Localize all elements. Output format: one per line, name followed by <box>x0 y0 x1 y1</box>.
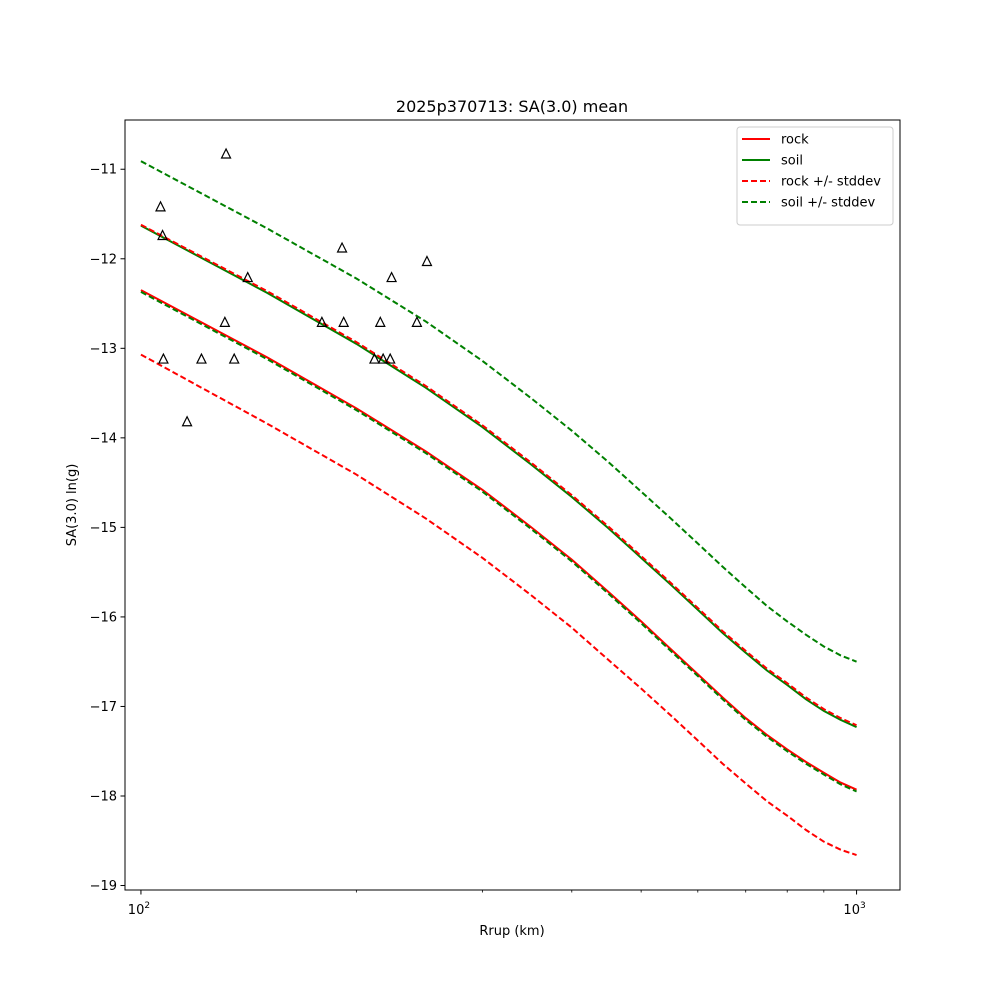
legend: rock soil rock +/- stddev soil +/- stddev <box>736 126 894 226</box>
observation-point <box>374 316 386 327</box>
observation-point <box>336 241 348 253</box>
chart-title: 2025p370713: SA(3.0) mean <box>396 97 628 116</box>
series-line-soil-plus <box>140 160 857 663</box>
observation-point <box>421 255 433 267</box>
series-line-rock-plus <box>140 223 857 727</box>
y-tick-label: −13 <box>90 342 117 357</box>
plot-area <box>125 120 900 890</box>
observation-point <box>195 352 207 364</box>
observation-point <box>411 316 423 327</box>
series-line-soil-mean <box>140 224 857 728</box>
y-tick-label: −19 <box>90 879 117 894</box>
observation-point <box>155 200 166 212</box>
x-tick-label: 103 <box>843 901 865 918</box>
y-axis-label: SA(3.0) ln(g) <box>65 464 80 547</box>
series-layer <box>140 160 857 857</box>
legend-label: rock +/- stddev <box>781 175 881 190</box>
plot-frame <box>124 119 901 891</box>
x-tick-label: 102 <box>128 901 150 918</box>
observation-point <box>181 415 193 427</box>
y-tick-label: −16 <box>90 610 117 625</box>
observation-point <box>384 352 396 364</box>
y-tick-label: −12 <box>90 252 117 267</box>
observation-point <box>369 352 380 364</box>
legend-label: soil +/- stddev <box>781 196 876 211</box>
observation-point <box>220 147 232 159</box>
observation-point <box>377 352 389 364</box>
y-tick-label: −11 <box>90 163 117 178</box>
x-axis-label: Rrup (km) <box>479 924 544 939</box>
observation-point <box>386 271 398 283</box>
observation-point <box>219 316 231 327</box>
y-axis: −11 −12 −13 −14 −15 −16 −17 −18 −19 <box>90 163 125 894</box>
observation-point <box>157 352 169 364</box>
legend-box <box>736 126 894 226</box>
y-tick-label: −14 <box>90 431 117 446</box>
observation-point <box>228 352 240 364</box>
y-tick-label: −17 <box>90 700 117 715</box>
legend-label: soil <box>781 154 803 169</box>
series-line-rock-minus <box>140 353 857 857</box>
series-line-rock-mean <box>140 289 857 791</box>
x-axis: 102 103 <box>128 890 866 918</box>
legend-label: rock <box>781 133 809 148</box>
observation-point <box>157 229 169 241</box>
observations-layer <box>155 147 433 427</box>
y-tick-label: −15 <box>90 521 117 536</box>
observation-point <box>316 316 328 327</box>
series-line-soil-minus <box>140 291 857 793</box>
observation-point <box>242 271 254 283</box>
observation-point <box>338 316 350 327</box>
y-tick-label: −18 <box>90 789 117 804</box>
